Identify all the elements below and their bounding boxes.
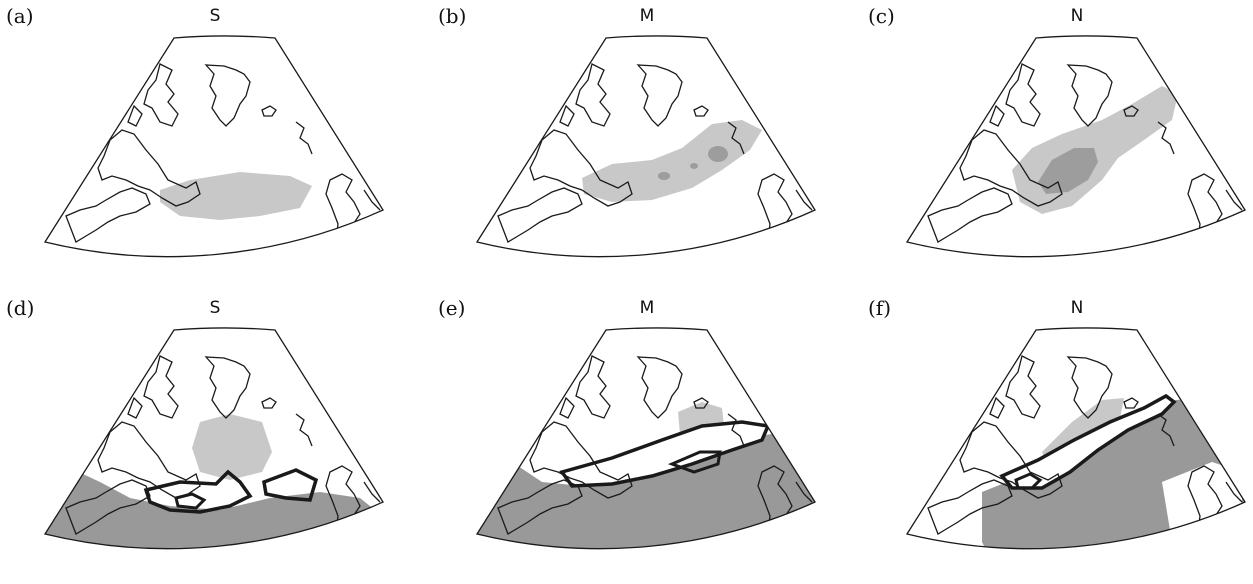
shaded-region-dark (708, 146, 728, 162)
panel-label: (c) (868, 4, 895, 28)
shaded-region-dark (658, 172, 670, 180)
map-panel-d: (d) S (0, 292, 430, 584)
map-panel-b: (b) M (432, 0, 862, 292)
map-panel-c: (c) N (862, 0, 1253, 292)
map-c (905, 35, 1246, 258)
panel-title: S (209, 6, 221, 26)
map-panel-a: (a) S (0, 0, 430, 292)
coastlines (61, 63, 381, 257)
shaded-region-dark (690, 163, 698, 169)
map-frame (905, 327, 1246, 550)
panel-title: S (209, 298, 221, 318)
map-f (905, 327, 1246, 550)
contour-outer (559, 420, 771, 488)
shaded-region-dark (1038, 148, 1098, 194)
contour-inner (174, 492, 207, 510)
map-frame (43, 327, 384, 550)
panel-label: (f) (868, 296, 892, 320)
shaded-region-light (1012, 86, 1178, 214)
panel-title: M (639, 298, 655, 318)
map-frame (475, 327, 816, 550)
map-a (43, 35, 384, 258)
contour-inner (667, 450, 722, 474)
panel-title: M (639, 6, 655, 26)
contour-inner (1014, 472, 1043, 490)
contour-outer (999, 393, 1177, 490)
map-frame (905, 35, 1246, 258)
map-panel-f: (f) N (862, 292, 1253, 584)
panel-label: (d) (6, 296, 35, 320)
panel-label: (a) (6, 4, 34, 28)
shaded-region-light (160, 172, 312, 220)
panel-label: (b) (438, 4, 467, 28)
shaded-region-light (582, 120, 762, 202)
map-frame (475, 35, 816, 258)
map-panel-e: (e) M (432, 292, 862, 584)
map-e (475, 327, 816, 550)
map-d (43, 327, 384, 550)
map-b (475, 35, 816, 258)
panel-title: N (1070, 6, 1084, 26)
panel-title: N (1070, 298, 1084, 318)
panel-label: (e) (438, 296, 466, 320)
shaded-region-light (192, 414, 272, 480)
contour-east (262, 468, 319, 502)
map-frame (43, 35, 384, 258)
contour-outer (143, 469, 253, 514)
